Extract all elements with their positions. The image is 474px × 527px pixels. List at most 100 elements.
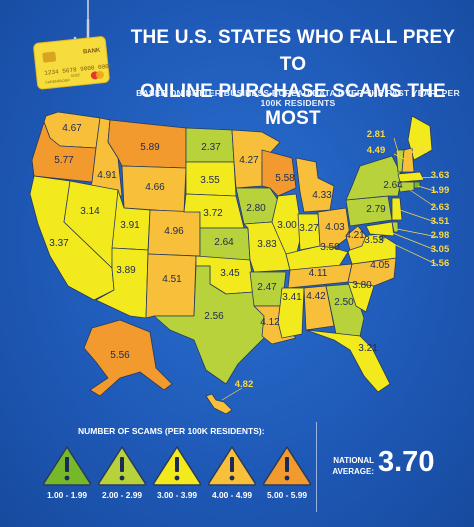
state-value-wv: 4.21: [345, 230, 365, 241]
state-ak: [83, 319, 173, 397]
legend-item-3: 3.00 - 3.99: [150, 443, 204, 500]
chip-icon: [42, 51, 57, 63]
state-value-nm: 4.51: [162, 274, 182, 285]
state-md: [365, 221, 395, 237]
state-value-me: 3.87: [411, 145, 430, 156]
state-value-ga: 2.50: [334, 297, 354, 308]
state-wi: [261, 149, 297, 197]
card-brand: BANK: [83, 48, 102, 56]
state-value-la: 4.12: [260, 317, 280, 328]
state-value-nc: 4.05: [370, 260, 390, 271]
state-value-ia: 2.80: [246, 203, 266, 214]
national-average-label-line-1: NATIONAL: [333, 456, 374, 465]
state-ct: [397, 181, 415, 193]
state-value-vt: 2.81: [367, 129, 386, 140]
state-value-ri: 1.99: [431, 185, 450, 196]
state-value-nv: 3.14: [80, 206, 100, 217]
leader-line-md: [389, 231, 439, 252]
leader-line-ct: [409, 189, 439, 210]
state-nh: [401, 147, 415, 173]
state-ri: [413, 181, 421, 189]
state-value-ut: 3.91: [120, 220, 140, 231]
legend-range: 3.00 - 3.99: [156, 490, 198, 500]
warning-icon: [152, 446, 202, 486]
state-value-tn: 4.11: [309, 268, 328, 279]
leader-line-dc: [382, 238, 439, 266]
state-value-oh: 4.03: [325, 222, 345, 233]
state-value-az: 3.89: [116, 265, 136, 276]
state-hi: [205, 393, 233, 415]
state-value-tx: 2.56: [204, 311, 224, 322]
legend-item-4: 4.00 - 4.99: [205, 443, 259, 500]
national-average-label: NATIONAL AVERAGE:: [330, 455, 374, 477]
warning-icon: [97, 446, 147, 486]
legend-title: NUMBER OF SCAMS (PER 100K RESIDENTS):: [78, 426, 265, 436]
card-logo-orange: [95, 70, 104, 79]
subtitle: BASED ON BETTER BUSINESS BUREAU DATA OVE…: [136, 88, 460, 108]
state-value-ca: 3.37: [49, 238, 69, 249]
state-value-wi: 5.58: [275, 173, 295, 184]
state-oh: [317, 207, 351, 249]
state-value-fl: 3.21: [358, 343, 378, 354]
state-value-nj: 3.51: [431, 216, 450, 227]
page-title: THE U.S. STATES WHO FALL PREY TO ONLINE …: [118, 24, 468, 132]
state-value-dc: 1.56: [431, 258, 450, 269]
legend: 1.00 - 1.99 2.00 - 2.99 3.00 - 3.99 4.00…: [40, 443, 312, 523]
state-value-mt: 5.89: [140, 142, 160, 153]
state-value-ak: 5.56: [110, 350, 130, 361]
state-fl: [305, 329, 391, 393]
legend-item-2: 2.00 - 2.99: [95, 443, 149, 500]
warning-icon: [42, 446, 92, 486]
state-value-or: 5.77: [54, 155, 74, 166]
state-mi: [295, 157, 335, 213]
state-value-ok: 3.45: [220, 268, 240, 279]
state-ny: [345, 155, 403, 201]
state-value-mo: 3.83: [257, 239, 277, 250]
legend-item-1: 1.00 - 1.99: [40, 443, 94, 500]
state-value-mn: 4.27: [239, 155, 259, 166]
state-nj: [391, 197, 403, 221]
state-value-mi: 4.33: [312, 190, 332, 201]
state-value-ct: 2.63: [431, 202, 450, 213]
state-me: [407, 115, 433, 161]
national-average-label-line-2: AVERAGE:: [332, 467, 374, 476]
state-value-wy: 4.66: [145, 182, 165, 193]
legend-range: 5.00 - 5.99: [266, 490, 308, 500]
state-tx: [153, 265, 267, 385]
legend-range: 4.00 - 4.99: [211, 490, 253, 500]
title-line-1: THE U.S. STATES WHO FALL PREY TO: [130, 27, 456, 75]
title-line-2: ONLINE PURCHASE SCAMS THE MOST: [140, 81, 446, 129]
state-value-nh: 4.49: [367, 145, 386, 156]
state-value-md: 3.05: [431, 244, 450, 255]
state-value-al: 4.42: [306, 291, 326, 302]
card-holder: CARDHOLDER: [45, 78, 70, 85]
state-value-wa: 4.67: [62, 123, 82, 134]
legend-range: 2.00 - 2.99: [101, 490, 143, 500]
legend-range: 1.00 - 1.99: [46, 490, 88, 500]
leader-line-ma: [417, 176, 439, 179]
state-value-ma: 3.63: [431, 170, 450, 181]
state-value-ks: 2.64: [214, 237, 234, 248]
state-value-de: 2.98: [431, 230, 450, 241]
warning-icon: [262, 446, 312, 486]
state-value-co: 4.96: [164, 226, 184, 237]
warning-icon: [207, 446, 257, 486]
state-value-pa: 2.79: [366, 204, 386, 215]
leader-line-nj: [399, 209, 439, 224]
national-average-value: 3.70: [378, 446, 435, 478]
state-value-ny: 2.64: [383, 180, 403, 191]
state-value-nd: 2.37: [201, 142, 221, 153]
state-value-ne: 3.72: [203, 208, 223, 219]
leader-line-ri: [417, 185, 439, 193]
leader-line-hi: [221, 387, 243, 401]
card-expiry: 02/25: [71, 73, 80, 78]
state-value-ms: 3.41: [282, 292, 302, 303]
leader-line-de: [396, 228, 439, 238]
state-value-id: 4.91: [97, 170, 117, 181]
leader-line-vt: [393, 137, 400, 156]
state-value-in: 3.27: [299, 223, 319, 234]
state-value-va: 3.53: [364, 235, 384, 246]
leader-line-nh: [393, 153, 407, 161]
legend-item-5: 5.00 - 5.99: [260, 443, 314, 500]
